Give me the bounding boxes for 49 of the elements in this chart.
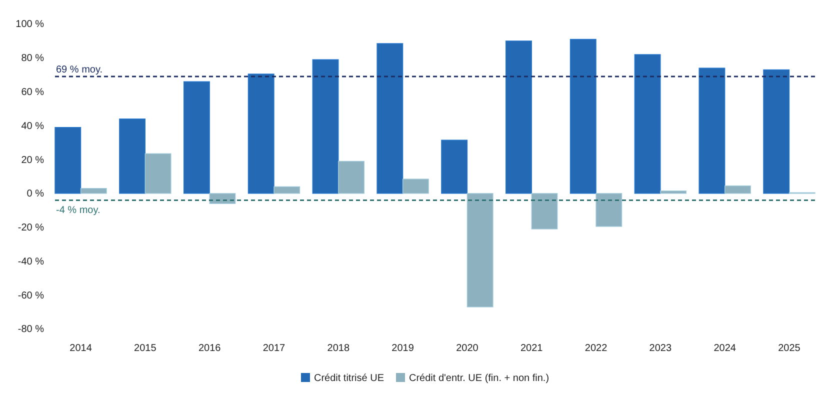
x-tick-label: 2018: [327, 343, 350, 354]
x-tick-label: 2014: [70, 343, 92, 354]
bar: [338, 160, 365, 194]
x-tick-label: 2023: [649, 343, 672, 354]
bar: [54, 127, 82, 194]
bar: [183, 81, 210, 194]
bar: [698, 68, 726, 194]
y-tick-label: 80 %: [21, 53, 44, 64]
y-tick-label: 20 %: [21, 154, 44, 166]
ref-line-label: 69 % moy.: [56, 64, 102, 76]
bar: [312, 59, 339, 194]
bar: [660, 190, 687, 194]
x-tick-label: 2015: [134, 343, 157, 354]
bar: [376, 43, 404, 194]
y-tick-label: 40 %: [21, 120, 44, 132]
bar: [119, 118, 146, 194]
bar: [209, 193, 236, 204]
x-tick-label: 2020: [456, 343, 479, 354]
y-tick-label: -20 %: [18, 222, 44, 234]
bar: [763, 69, 790, 194]
y-tick-label: -60 %: [18, 290, 44, 302]
x-tick-label: 2022: [584, 343, 608, 354]
bar: [274, 186, 300, 194]
y-tick-label: -40 %: [18, 256, 44, 268]
y-tick-label: -80 %: [18, 324, 44, 336]
y-tick-label: 0 %: [26, 188, 44, 200]
x-tick-label: 2019: [392, 343, 414, 354]
bar: [466, 193, 494, 308]
x-tick-label: 2024: [714, 343, 736, 354]
x-tick-label: 2016: [198, 343, 222, 354]
x-tick-label: 2025: [778, 343, 801, 354]
bar: [531, 193, 558, 230]
x-tick-label: 2017: [262, 343, 286, 354]
ref-line-label: -4 % moy.: [56, 205, 100, 216]
bar: [144, 153, 172, 194]
y-tick-label: 100 %: [16, 19, 44, 30]
bar: [596, 193, 622, 227]
x-tick-label: 2021: [520, 343, 544, 354]
bar: [634, 54, 661, 194]
bar: [505, 40, 532, 194]
bar: [80, 188, 107, 194]
legend-label: Crédit titrisé UE: [314, 373, 384, 384]
legend-label: Crédit d'entr. UE (fin. + non fin.): [408, 373, 550, 384]
bar: [248, 74, 274, 194]
bar: [402, 178, 429, 194]
y-tick-label: 60 %: [21, 86, 44, 98]
bar: [570, 38, 596, 194]
bar: [724, 185, 751, 194]
bar: [441, 140, 468, 194]
